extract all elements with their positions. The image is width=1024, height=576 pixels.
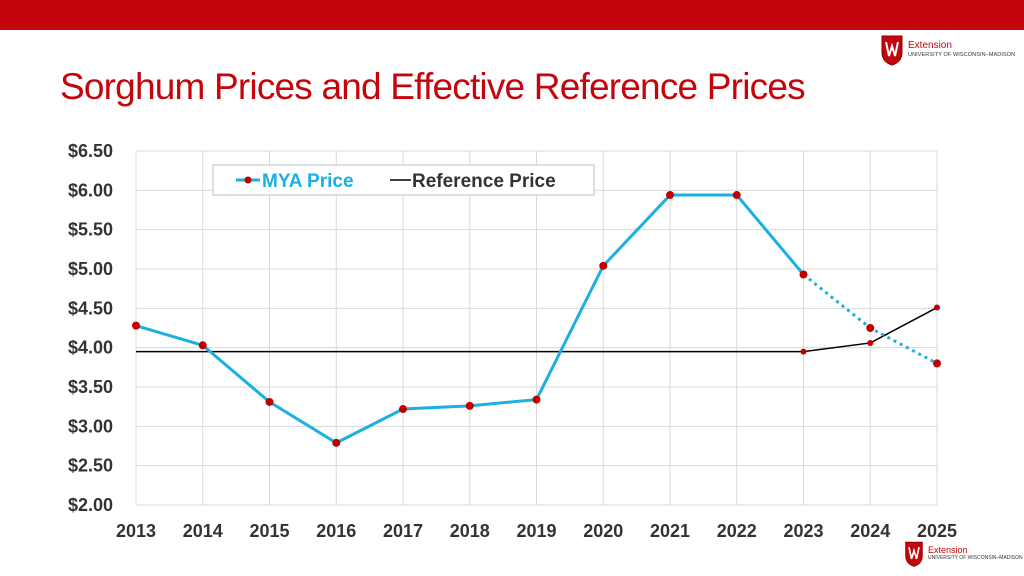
data-point-mya-price (265, 397, 274, 406)
y-tick-label: $6.00 (68, 180, 113, 200)
data-point-mya-price (532, 395, 541, 404)
y-tick-label: $4.50 (68, 298, 113, 318)
x-tick-label: 2016 (316, 521, 356, 541)
data-point-reference-price (867, 339, 874, 346)
x-tick-label: 2023 (783, 521, 823, 541)
data-point-mya-price (666, 191, 674, 200)
data-point-mya-price (465, 401, 474, 410)
x-tick-label: 2015 (249, 521, 289, 541)
x-tick-label: 2019 (516, 521, 556, 541)
extension-logo: Extension UNIVERSITY OF WISCONSIN–MADISO… (880, 32, 1015, 66)
data-point-mya-price (399, 405, 407, 414)
data-point-mya-price (933, 359, 941, 368)
data-point-mya-price (799, 270, 808, 279)
data-point-mya-price (732, 191, 741, 200)
x-tick-label: 2024 (850, 521, 890, 541)
data-point-mya-price (198, 341, 207, 350)
x-tick-label: 2025 (917, 521, 957, 541)
y-tick-label: $5.50 (68, 220, 113, 240)
logo-name: Extension (928, 544, 968, 555)
legend-label-reference-price: Reference Price (412, 171, 556, 192)
data-point-mya-price (866, 324, 875, 332)
y-tick-label: $2.50 (68, 456, 113, 476)
legend-label-mya-price: MYA Price (262, 171, 354, 192)
legend-marker-mya-price (244, 176, 252, 184)
x-tick-label: 2018 (450, 521, 490, 541)
x-tick-label: 2017 (383, 521, 423, 541)
data-point-mya-price (599, 261, 608, 270)
extension-logo-footer: Extension UNIVERSITY OF WISCONSIN–MADISO… (904, 538, 1023, 568)
data-point-reference-price (934, 304, 940, 311)
logo-name: Extension (908, 39, 952, 51)
data-point-mya-price (332, 438, 341, 447)
x-tick-label: 2020 (583, 521, 623, 541)
data-point-reference-price (800, 348, 807, 355)
x-tick-label: 2021 (650, 521, 690, 541)
data-point-mya-price (132, 321, 140, 330)
y-tick-label: $2.00 (68, 495, 113, 515)
y-tick-label: $3.50 (68, 377, 113, 397)
crest-icon (881, 35, 903, 66)
y-tick-label: $3.00 (68, 416, 113, 436)
top-banner (0, 0, 1024, 30)
y-tick-label: $6.50 (68, 141, 113, 161)
x-tick-label: 2013 (116, 521, 156, 541)
x-tick-label: 2014 (183, 521, 223, 541)
crest-icon (905, 541, 923, 567)
page-title: Sorghum Prices and Effective Reference P… (60, 66, 806, 107)
y-tick-label: $4.00 (68, 338, 113, 358)
logo-org: UNIVERSITY OF WISCONSIN–MADISON (908, 51, 1016, 58)
y-tick-label: $5.00 (68, 259, 113, 279)
logo-org: UNIVERSITY OF WISCONSIN–MADISON (928, 554, 1023, 561)
x-tick-label: 2022 (717, 521, 757, 541)
